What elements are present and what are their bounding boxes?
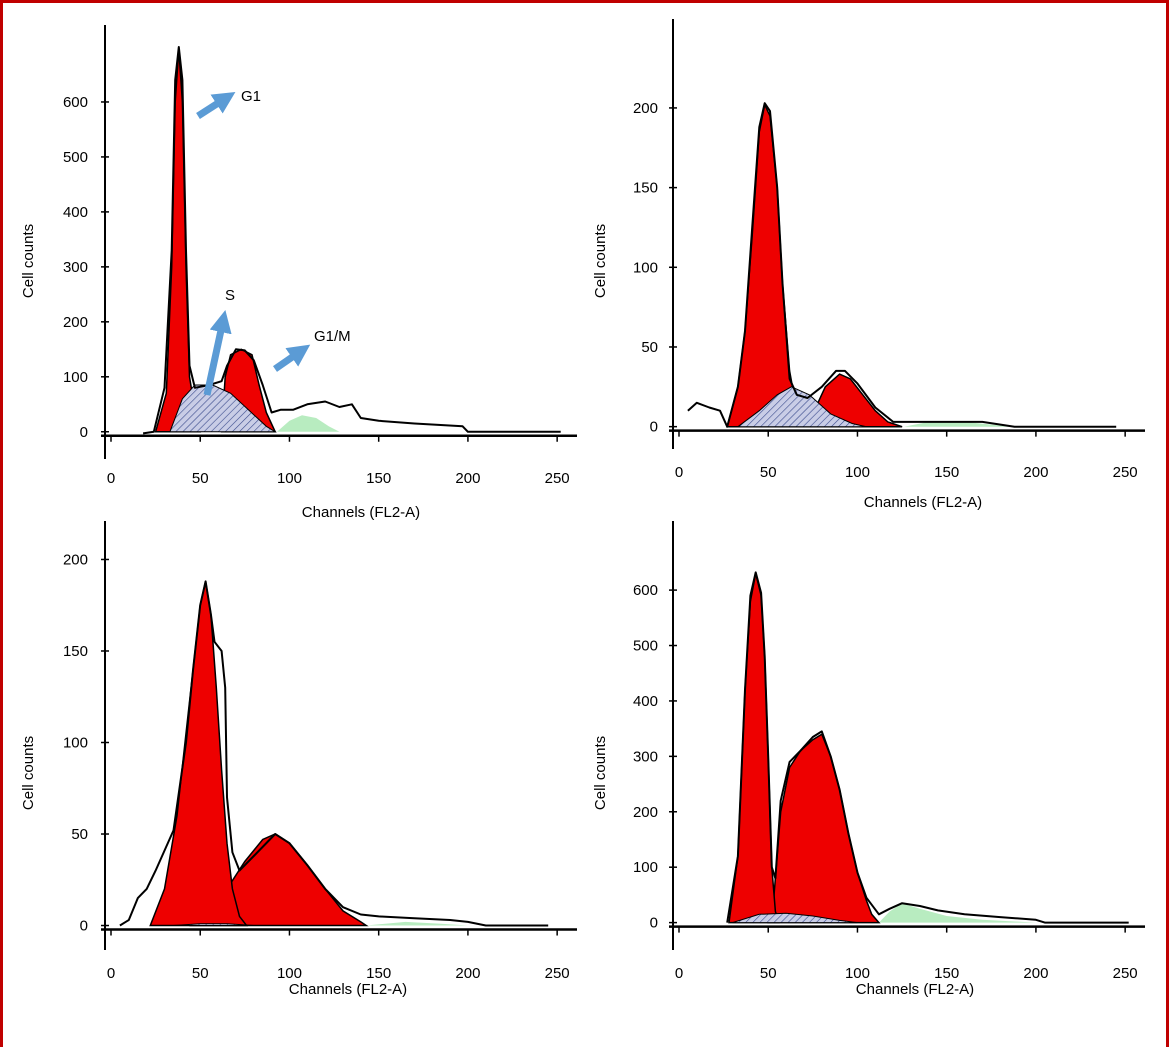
y-tick-label: 100 bbox=[633, 859, 658, 876]
x-tick-label: 250 bbox=[1113, 965, 1138, 982]
plot-area-b: 0 50 100 150 200 250 0 50 100 150 200 bbox=[633, 19, 1145, 481]
histogram-panel-a: 0 50 100 150 200 250 0 100 200 300 400 500 600 Chann… bbox=[20, 25, 577, 521]
histogram-envelope bbox=[687, 102, 1117, 428]
x-tick-label: 250 bbox=[545, 965, 570, 982]
y-tick-label: 500 bbox=[633, 638, 658, 655]
annotation-label-g1: G1 bbox=[241, 88, 261, 105]
x-tick-label: 100 bbox=[845, 464, 870, 481]
y-tick-label: 100 bbox=[633, 259, 658, 276]
s-phase-component bbox=[736, 386, 867, 428]
y-tick-label: 200 bbox=[633, 100, 658, 117]
y-tick-label: 200 bbox=[63, 314, 88, 331]
annotation-arrow-s bbox=[203, 310, 232, 396]
x-tick-label: 200 bbox=[1023, 464, 1048, 481]
histogram-envelope bbox=[142, 46, 561, 435]
y-tick-label: 600 bbox=[633, 582, 658, 599]
y-tick-label: 0 bbox=[80, 918, 88, 935]
y-axis-title-d: Cell counts bbox=[592, 736, 609, 810]
tail-component bbox=[277, 415, 340, 432]
x-tick-label: 0 bbox=[107, 965, 115, 982]
s-phase-component bbox=[169, 384, 277, 433]
y-axis-title-a: Cell counts bbox=[20, 224, 37, 298]
y-tick-label: 200 bbox=[63, 551, 88, 568]
x-tick-label: 50 bbox=[192, 470, 209, 487]
tail-component bbox=[366, 921, 468, 926]
tail-component bbox=[878, 903, 1036, 923]
y-tick-label: 0 bbox=[650, 915, 658, 932]
x-axis-title-c: Channels (FL2-A) bbox=[289, 981, 407, 998]
tail-component bbox=[903, 421, 1015, 427]
plot-area-c: 0 50 100 150 200 250 0 50 100 150 200 bbox=[63, 521, 577, 982]
x-tick-label: 150 bbox=[934, 965, 959, 982]
histogram-envelope bbox=[119, 580, 549, 927]
x-tick-label: 250 bbox=[1113, 464, 1138, 481]
x-tick-label: 50 bbox=[760, 464, 777, 481]
x-tick-label: 0 bbox=[675, 965, 683, 982]
x-tick-label: 100 bbox=[277, 965, 302, 982]
g1-peak bbox=[149, 581, 249, 927]
annotation-arrow-g1 bbox=[196, 91, 236, 119]
y-axis-title-b: Cell counts bbox=[592, 224, 609, 298]
y-tick-label: 600 bbox=[63, 94, 88, 111]
y-axis-title-c: Cell counts bbox=[20, 736, 37, 810]
g1-peak bbox=[154, 49, 202, 433]
histogram-envelope bbox=[726, 571, 1129, 924]
y-tick-label: 150 bbox=[633, 180, 658, 197]
y-tick-label: 400 bbox=[63, 204, 88, 221]
x-tick-label: 100 bbox=[277, 470, 302, 487]
g2m-peak bbox=[767, 733, 881, 924]
y-tick-label: 500 bbox=[63, 149, 88, 166]
x-tick-label: 150 bbox=[366, 470, 391, 487]
x-tick-label: 150 bbox=[366, 965, 391, 982]
x-axis-title-a: Channels (FL2-A) bbox=[302, 504, 420, 521]
x-axis-title-d: Channels (FL2-A) bbox=[856, 981, 974, 998]
y-tick-label: 100 bbox=[63, 369, 88, 386]
x-tick-label: 50 bbox=[760, 965, 777, 982]
y-tick-label: 300 bbox=[633, 748, 658, 765]
x-axis-title-b: Channels (FL2-A) bbox=[864, 494, 982, 511]
y-tick-label: 50 bbox=[71, 826, 88, 843]
y-tick-label: 400 bbox=[633, 693, 658, 710]
s-phase-component bbox=[173, 923, 254, 926]
x-tick-label: 200 bbox=[1023, 965, 1048, 982]
histogram-panel-d: 0 50 100 150 200 250 0 100 200 300 400 500 600 Chann… bbox=[592, 521, 1145, 998]
histogram-panel-b: 0 50 100 150 200 250 0 50 100 150 200 Channels (FL… bbox=[592, 19, 1145, 511]
y-tick-label: 150 bbox=[63, 643, 88, 660]
y-tick-label: 0 bbox=[650, 419, 658, 436]
y-tick-label: 50 bbox=[641, 339, 658, 356]
annotation-label-g1m: G1/M bbox=[314, 328, 351, 345]
y-tick-label: 0 bbox=[80, 424, 88, 441]
x-tick-label: 200 bbox=[455, 965, 480, 982]
annotation-label-s: S bbox=[225, 287, 235, 304]
x-tick-label: 250 bbox=[545, 470, 570, 487]
x-tick-label: 100 bbox=[845, 965, 870, 982]
x-tick-label: 200 bbox=[455, 470, 480, 487]
s-phase-component bbox=[732, 912, 858, 924]
y-tick-label: 200 bbox=[633, 804, 658, 821]
x-tick-label: 150 bbox=[934, 464, 959, 481]
x-tick-label: 50 bbox=[192, 965, 209, 982]
plot-area-a: 0 50 100 150 200 250 0 100 200 300 400 500 600 bbox=[63, 25, 577, 487]
plot-area-d: 0 50 100 150 200 250 0 100 200 300 400 500 600 bbox=[633, 521, 1145, 982]
histogram-panel-c: 0 50 100 150 200 250 0 50 100 150 200 Channels (FL… bbox=[20, 521, 577, 998]
y-tick-label: 300 bbox=[63, 259, 88, 276]
x-tick-label: 0 bbox=[675, 464, 683, 481]
annotation-arrow-g1m bbox=[273, 344, 311, 372]
x-tick-label: 0 bbox=[107, 470, 115, 487]
y-tick-label: 100 bbox=[63, 735, 88, 752]
